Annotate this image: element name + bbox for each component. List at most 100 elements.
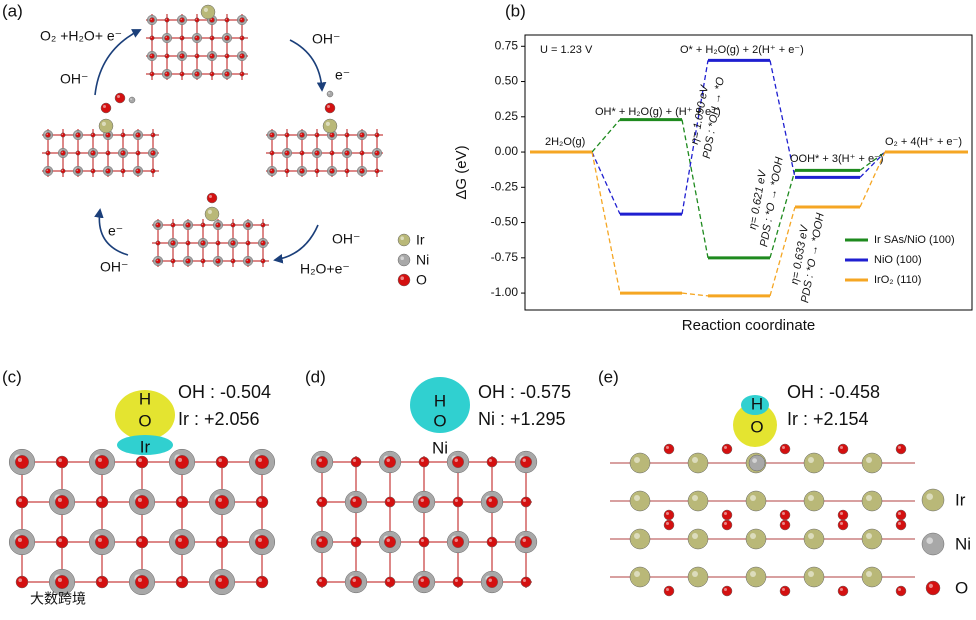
atom xyxy=(90,132,96,138)
atom xyxy=(75,132,81,138)
atom xyxy=(54,574,70,590)
atom-shine xyxy=(210,72,212,74)
legend-label: Ni xyxy=(955,534,971,553)
atom xyxy=(239,53,245,59)
atom-shine xyxy=(195,36,197,38)
charge-text: OH : -0.458 xyxy=(787,382,880,402)
atom xyxy=(350,536,362,548)
atom xyxy=(239,35,245,41)
atom-shine xyxy=(898,446,901,449)
atom xyxy=(837,443,849,455)
atom-label: H xyxy=(434,391,446,410)
connector xyxy=(859,151,886,171)
atom-shine xyxy=(724,588,727,591)
legend-label: NiO (100) xyxy=(874,254,922,266)
atom xyxy=(135,150,141,156)
atom xyxy=(194,35,200,41)
atom xyxy=(185,258,191,264)
atom-shine xyxy=(330,151,333,153)
atom xyxy=(299,132,305,138)
atom-shine xyxy=(926,537,933,544)
atom xyxy=(105,150,111,156)
atom-shine xyxy=(522,498,526,502)
atom-shine xyxy=(217,577,223,583)
atom-shine xyxy=(898,512,901,515)
atom xyxy=(170,222,176,228)
atom xyxy=(254,534,270,550)
atom-shine xyxy=(177,457,183,462)
atom-shine xyxy=(91,151,93,153)
y-tick-label: 0.50 xyxy=(495,74,519,88)
atom-shine xyxy=(666,446,669,449)
atom xyxy=(779,585,791,597)
atom xyxy=(374,168,380,174)
panel-label: (b) xyxy=(505,1,526,20)
isosurface xyxy=(115,390,175,440)
atom-shine xyxy=(808,457,814,463)
atom-shine xyxy=(103,105,106,108)
atom-shine xyxy=(231,223,233,225)
atom-shine xyxy=(724,512,727,515)
atom xyxy=(284,150,290,156)
atom xyxy=(200,4,216,20)
atom-shine xyxy=(808,495,814,501)
atom-label: Ni xyxy=(432,438,448,457)
cycle-arrow xyxy=(94,29,142,96)
state-label: 2H₂O(g) xyxy=(545,136,585,148)
atom-shine xyxy=(57,577,62,583)
atom xyxy=(214,574,230,590)
atom-shine xyxy=(97,537,102,543)
connector xyxy=(681,60,709,215)
atom-shine xyxy=(454,538,458,542)
reaction-text: O₂ +H₂O+ e⁻ xyxy=(40,28,122,44)
atom-shine xyxy=(866,495,872,501)
atom xyxy=(230,222,236,228)
atom-shine xyxy=(634,457,640,463)
charge-text: Ir : +2.154 xyxy=(787,409,869,429)
atom xyxy=(299,150,305,156)
atom-shine xyxy=(76,169,78,171)
state-label: O₂ + 4(H⁺ + e⁻) xyxy=(885,136,962,148)
atom-shine xyxy=(150,72,152,74)
atom xyxy=(114,92,126,104)
atom xyxy=(194,17,200,23)
atom-shine xyxy=(261,241,263,243)
atom-shine xyxy=(692,533,698,539)
atom xyxy=(14,534,30,550)
atom xyxy=(55,535,69,549)
atom-shine xyxy=(106,133,108,135)
atom-shine xyxy=(225,54,227,56)
atom-shine xyxy=(106,169,108,171)
atom xyxy=(344,150,350,156)
atom-label: O xyxy=(433,411,446,430)
atom xyxy=(925,580,941,596)
atom-shine xyxy=(750,495,756,501)
y-tick-label: -1.00 xyxy=(491,285,519,299)
atom xyxy=(245,240,251,246)
atom-shine xyxy=(121,133,123,135)
y-tick-label: 0.00 xyxy=(495,144,519,158)
atom-shine xyxy=(98,578,102,582)
atom-shine xyxy=(156,223,158,225)
atom xyxy=(164,53,170,59)
atom-shine xyxy=(101,121,106,126)
atom-shine xyxy=(210,36,212,38)
atom-shine xyxy=(46,133,48,135)
atom xyxy=(150,132,156,138)
atom xyxy=(164,71,170,77)
atom-shine xyxy=(270,169,272,171)
y-tick-label: 0.75 xyxy=(495,38,519,52)
atom-shine xyxy=(386,578,390,582)
watermark: 大数跨境 xyxy=(30,591,86,607)
atom xyxy=(687,452,709,474)
atom xyxy=(95,575,109,589)
legend-label: O xyxy=(955,578,968,597)
atom xyxy=(194,53,200,59)
atom-shine xyxy=(270,151,273,153)
atom-shine xyxy=(58,538,62,542)
atom xyxy=(239,17,245,23)
atom xyxy=(452,496,464,508)
cycle-arrow xyxy=(289,39,327,92)
atom xyxy=(215,455,229,469)
atom-shine xyxy=(58,458,62,463)
